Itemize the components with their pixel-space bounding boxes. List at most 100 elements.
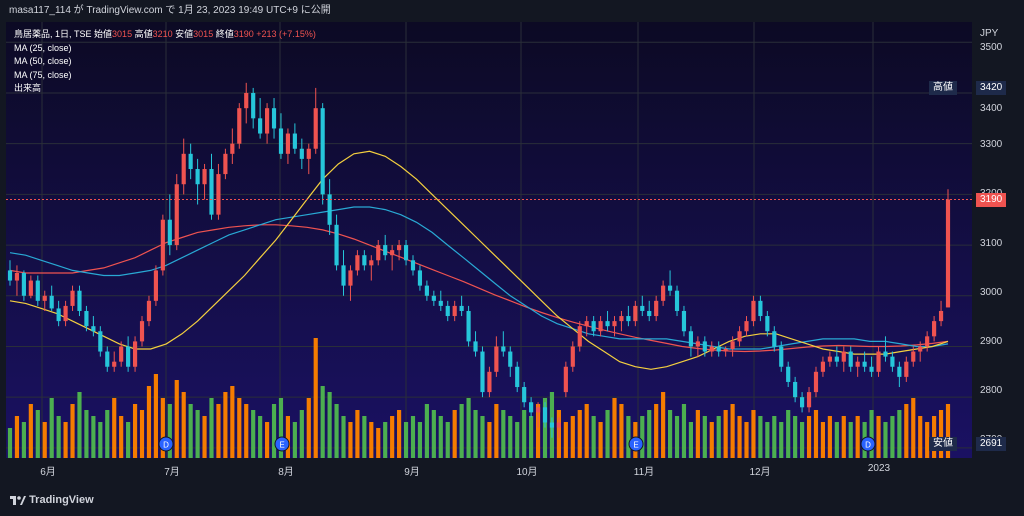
volume-bar [709,422,714,458]
candle-body [723,349,728,352]
candle-body [35,280,40,301]
candle-body [383,245,388,256]
tradingview-logo[interactable]: TradingView [10,494,94,506]
candle-body [452,305,457,317]
candle-body [313,108,318,149]
volume-bar [716,416,721,458]
candle-body [925,336,930,347]
candle-body [160,219,165,271]
volume-bar [897,410,902,458]
volume-bar [28,404,33,458]
volume-bar [674,416,680,458]
event-marker-label: D [163,441,169,450]
volume-bar [542,398,548,458]
candle-body [695,341,700,347]
price-tick: 3100 [980,238,1003,249]
candle-body [63,305,68,322]
candle-body [494,346,499,372]
legend-change-value: +213 (+7.15%) [256,29,316,39]
volume-bar [577,410,582,458]
candle-body [508,351,513,367]
legend-close-value: 3190 [233,29,254,39]
volume-bar [334,404,339,458]
candle-body [320,108,325,195]
volume-bar [91,416,96,458]
volume-bar [605,410,610,458]
price-axis[interactable]: JPY 3500 3400 3300 3200 3100 3000 2900 2… [972,22,1024,458]
volume-bar [264,422,270,458]
candle-body [56,308,61,322]
candle-body [667,285,673,291]
candle-body [501,346,506,352]
chart-legend: 鳥居薬品, 1日, TSE 始値3015 高値3210 安値3015 終値319… [14,28,316,96]
candle-body [911,351,916,362]
candle-body [605,321,610,327]
volume-bar [132,404,138,458]
event-marker [274,436,290,452]
volume-bar [139,410,145,458]
volume-bar [688,422,694,458]
volume-bar [35,410,40,458]
volume-bar [126,422,131,458]
volume-bar [563,422,568,458]
price-tick: 3000 [980,287,1003,298]
candle-body [563,366,568,393]
volume-bar [327,392,332,458]
volume-bar [925,422,930,458]
candle-body [153,270,158,301]
volume-bar [306,398,311,458]
current-price-badge: 3190 [976,193,1007,207]
volume-bar [230,386,235,458]
candle-body [14,272,20,281]
volume-bar [848,422,853,458]
time-tick: 11月 [633,467,655,478]
event-marker-label: E [633,441,638,450]
candle-body [890,356,895,367]
volume-bar [841,416,846,458]
volume-bar [167,404,172,458]
candle-body [49,295,54,309]
volume-bar [876,416,881,458]
legend-ma75[interactable]: MA (75, close) [14,69,72,80]
candle-body [779,346,784,367]
candle-body [480,351,485,393]
candle-body [376,245,381,261]
time-axis[interactable]: 6月 7月 8月 9月 10月 11月 12月 2023 [6,458,972,480]
candle-body [758,300,763,317]
volume-bar [112,398,117,458]
volume-bar [758,416,763,458]
candle-body [216,174,221,215]
volume-bar [827,416,832,458]
candle-body [362,255,367,266]
volume-bar [834,422,839,458]
volume-bar [369,422,374,458]
volume-bar [119,416,124,458]
legend-volume[interactable]: 出来高 [14,83,42,93]
candle-body [341,265,346,286]
candle-body [369,260,374,266]
publish-info-text: masa117_114 が TradingView.com で 1月 23, 2… [9,5,331,16]
legend-ma50[interactable]: MA (50, close) [14,56,72,66]
volume-bar [681,404,687,458]
candle-body [716,346,721,352]
legend-ma25[interactable]: MA (25, close) [14,42,72,53]
candle-body [403,245,409,261]
volume-bar [278,398,284,458]
volume-bar [383,422,388,458]
publish-info-bar: masa117_114 が TradingView.com で 1月 23, 2… [0,0,1024,22]
candle-body [647,310,652,317]
candle-body [244,92,249,109]
volume-bar [313,338,318,458]
candle-body [390,250,395,256]
volume-bar [410,416,416,458]
candle-body [661,285,666,301]
footer-logo-text: TradingView [29,494,94,506]
candle-body [626,316,631,322]
volume-bar [626,416,631,458]
volume-bar [820,422,826,458]
volume-bar [431,410,436,458]
volume-bar [105,410,110,458]
volume-bar [42,422,47,458]
